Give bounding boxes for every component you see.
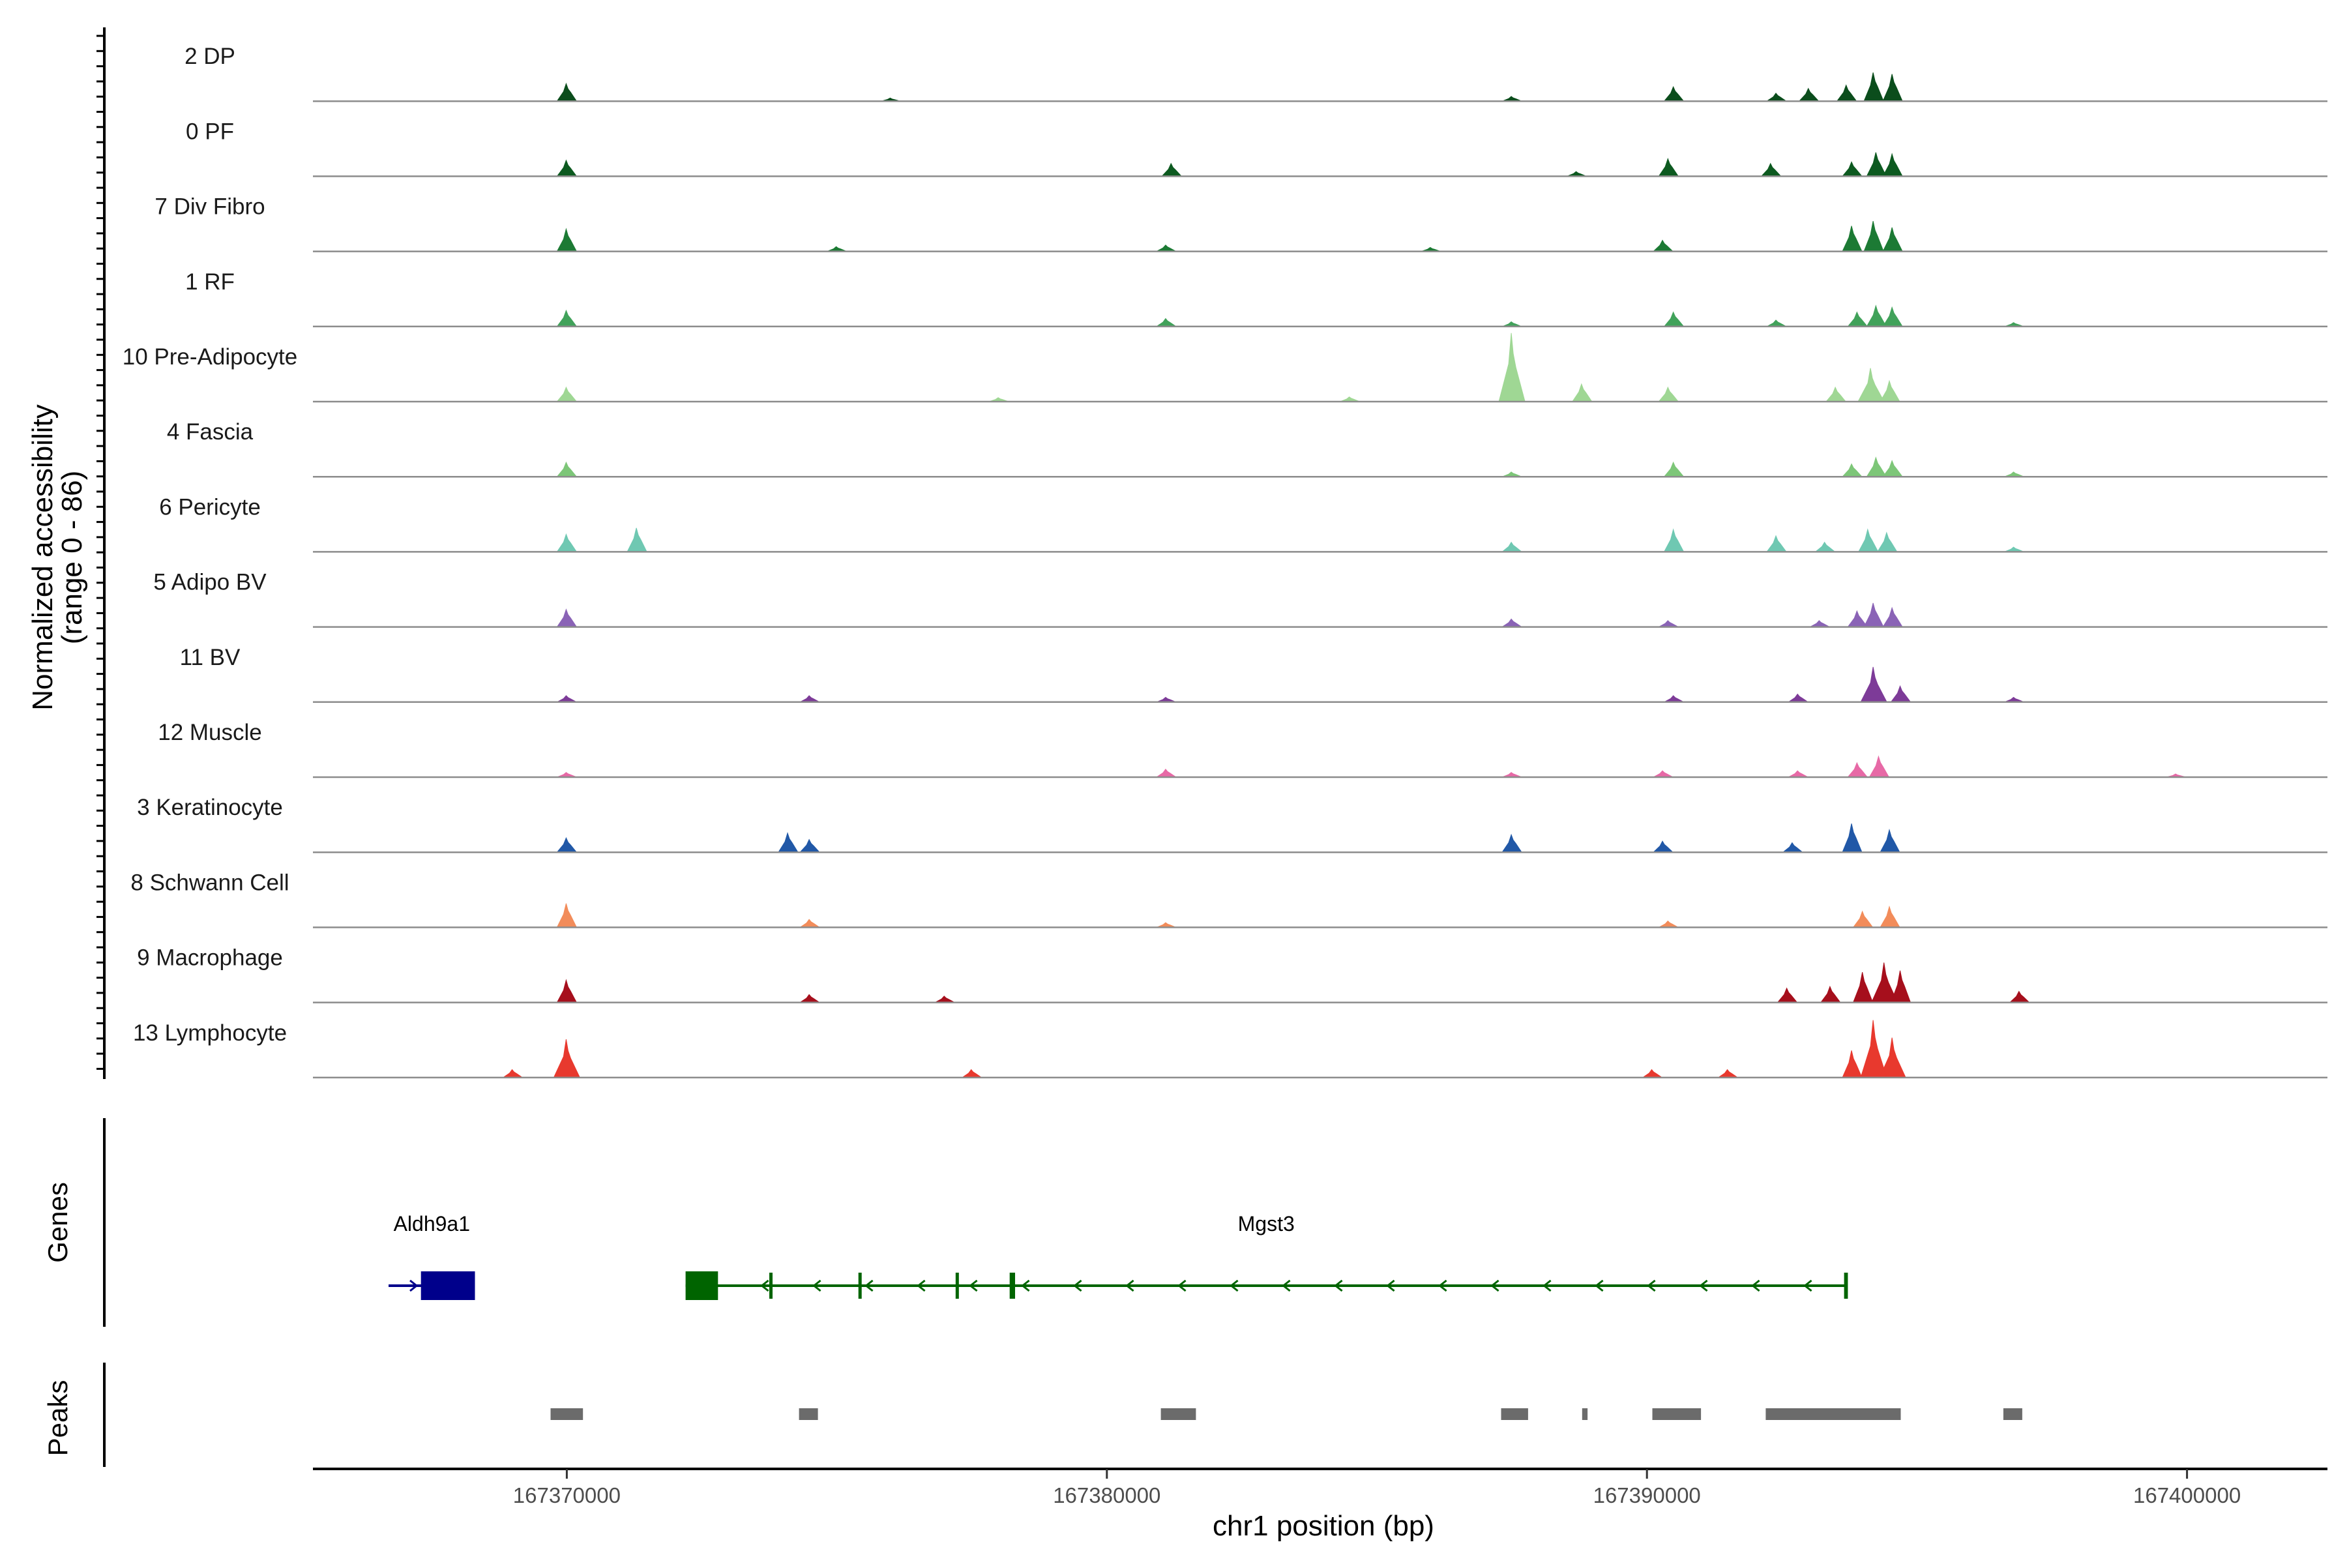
x-tick-label: 167370000: [513, 1483, 621, 1507]
strand-arrow: [1751, 1279, 1760, 1292]
peak-region: [1160, 1408, 1196, 1420]
track-label: 12 Muscle: [158, 720, 262, 745]
exon: [858, 1273, 862, 1299]
strand-arrow: [969, 1279, 978, 1292]
track-7-div-fibro: 7 Div Fibro: [155, 194, 2327, 252]
strand-arrow: [409, 1279, 419, 1292]
track-9-macrophage: 9 Macrophage: [137, 945, 2327, 1003]
coverage-area: [556, 903, 1900, 928]
coverage-area: [556, 152, 1903, 177]
strand-arrow: [864, 1279, 874, 1292]
track-5-adipo-bv: 5 Adipo BV: [153, 570, 2327, 628]
peaks-panel-title: Peaks: [42, 1380, 73, 1457]
coverage-area: [556, 527, 2024, 552]
strand-arrow: [1438, 1279, 1447, 1292]
strand-arrow: [1803, 1279, 1812, 1292]
strand-arrow: [1125, 1279, 1134, 1292]
gene-mgst3: Mgst3: [685, 1212, 1848, 1300]
coverage-area: [556, 220, 1903, 252]
strand-arrow: [1073, 1279, 1082, 1292]
strand-arrow: [812, 1279, 821, 1292]
exon: [955, 1273, 959, 1299]
track-6-pericyte: 6 Pericyte: [159, 494, 2327, 553]
track-label: 5 Adipo BV: [153, 570, 267, 595]
gene-label: Mgst3: [1238, 1212, 1295, 1235]
track-10-pre-adipocyte: 10 Pre-Adipocyte: [123, 333, 2327, 403]
coverage-area: [557, 666, 2024, 703]
track-1-rf: 1 RF: [185, 269, 2327, 328]
track-label: 9 Macrophage: [137, 945, 283, 971]
peak-region: [1501, 1408, 1528, 1420]
gene-aldh9a1: Aldh9a1: [389, 1212, 475, 1300]
coverage-area: [556, 304, 2024, 327]
x-tick-label: 167380000: [1053, 1483, 1160, 1507]
track-label: 0 PF: [186, 119, 234, 144]
strand-arrow: [917, 1279, 926, 1292]
peak-region: [1582, 1408, 1588, 1420]
exon: [1009, 1273, 1015, 1299]
genes-panel-title: Genes: [42, 1182, 73, 1263]
x-tick-label: 167390000: [1593, 1483, 1701, 1507]
coverage-area: [501, 1020, 1906, 1078]
strand-arrow: [1543, 1279, 1552, 1292]
track-13-lymphocyte: 13 Lymphocyte: [133, 1020, 2327, 1079]
strand-arrow: [1386, 1279, 1395, 1292]
track-2-dp: 2 DP: [185, 44, 2327, 102]
track-4-fascia: 4 Fascia: [167, 419, 2327, 478]
track-label: 6 Pericyte: [159, 494, 261, 520]
peak-region: [2003, 1408, 2022, 1420]
exon: [769, 1273, 773, 1299]
strand-arrow: [1282, 1279, 1291, 1292]
y-axis-title: Normalized accessibility: [27, 404, 59, 710]
coverage-area: [556, 962, 2031, 1003]
track-label: 10 Pre-Adipocyte: [123, 344, 297, 370]
peak-region: [550, 1408, 583, 1420]
exon: [421, 1271, 475, 1300]
peak-region: [799, 1408, 818, 1420]
track-label: 13 Lymphocyte: [133, 1020, 287, 1046]
coverage-area: [556, 456, 2024, 477]
track-3-keratinocyte: 3 Keratinocyte: [137, 795, 2327, 853]
coverage-area: [556, 72, 1903, 102]
strand-arrow: [1647, 1279, 1656, 1292]
strand-arrow: [1699, 1279, 1708, 1292]
coverage-area: [556, 602, 1903, 628]
gene-label: Aldh9a1: [394, 1212, 470, 1235]
track-label: 1 RF: [185, 269, 235, 295]
track-label: 8 Schwann Cell: [130, 870, 289, 895]
strand-arrow: [1490, 1279, 1499, 1292]
x-axis-title: chr1 position (bp): [1213, 1510, 1434, 1542]
strand-arrow: [760, 1279, 769, 1292]
track-label: 3 Keratinocyte: [137, 795, 283, 820]
coverage-area: [557, 755, 2187, 778]
track-label: 7 Div Fibro: [155, 194, 265, 220]
track-12-muscle: 12 Muscle: [158, 720, 2327, 778]
track-0-pf: 0 PF: [186, 119, 2327, 177]
exon: [1844, 1273, 1848, 1299]
strand-arrow: [708, 1279, 717, 1292]
peak-region: [1652, 1408, 1702, 1420]
x-tick-label: 167400000: [2133, 1483, 2241, 1507]
y-axis-range-label: (range 0 - 86): [56, 471, 88, 645]
track-label: 4 Fascia: [167, 419, 254, 445]
strand-arrow: [1334, 1279, 1343, 1292]
plot-layer: 2 DP 0 PF 7 Div Fibro 1 RF 10 Pre-Adipocyte 4…: [96, 27, 2327, 1507]
exon: [685, 1271, 718, 1300]
strand-arrow: [1595, 1279, 1604, 1292]
track-label: 11 BV: [180, 645, 241, 670]
track-8-schwann-cell: 8 Schwann Cell: [130, 870, 2327, 928]
track-11-bv: 11 BV: [180, 645, 2327, 703]
strand-arrow: [1230, 1279, 1239, 1292]
strand-arrow: [1177, 1279, 1187, 1292]
strand-arrow: [1021, 1279, 1030, 1292]
peak-region: [1765, 1408, 1901, 1420]
coverage-area: [556, 823, 1900, 853]
track-label: 2 DP: [185, 44, 235, 69]
coverage-area: [556, 333, 1900, 402]
